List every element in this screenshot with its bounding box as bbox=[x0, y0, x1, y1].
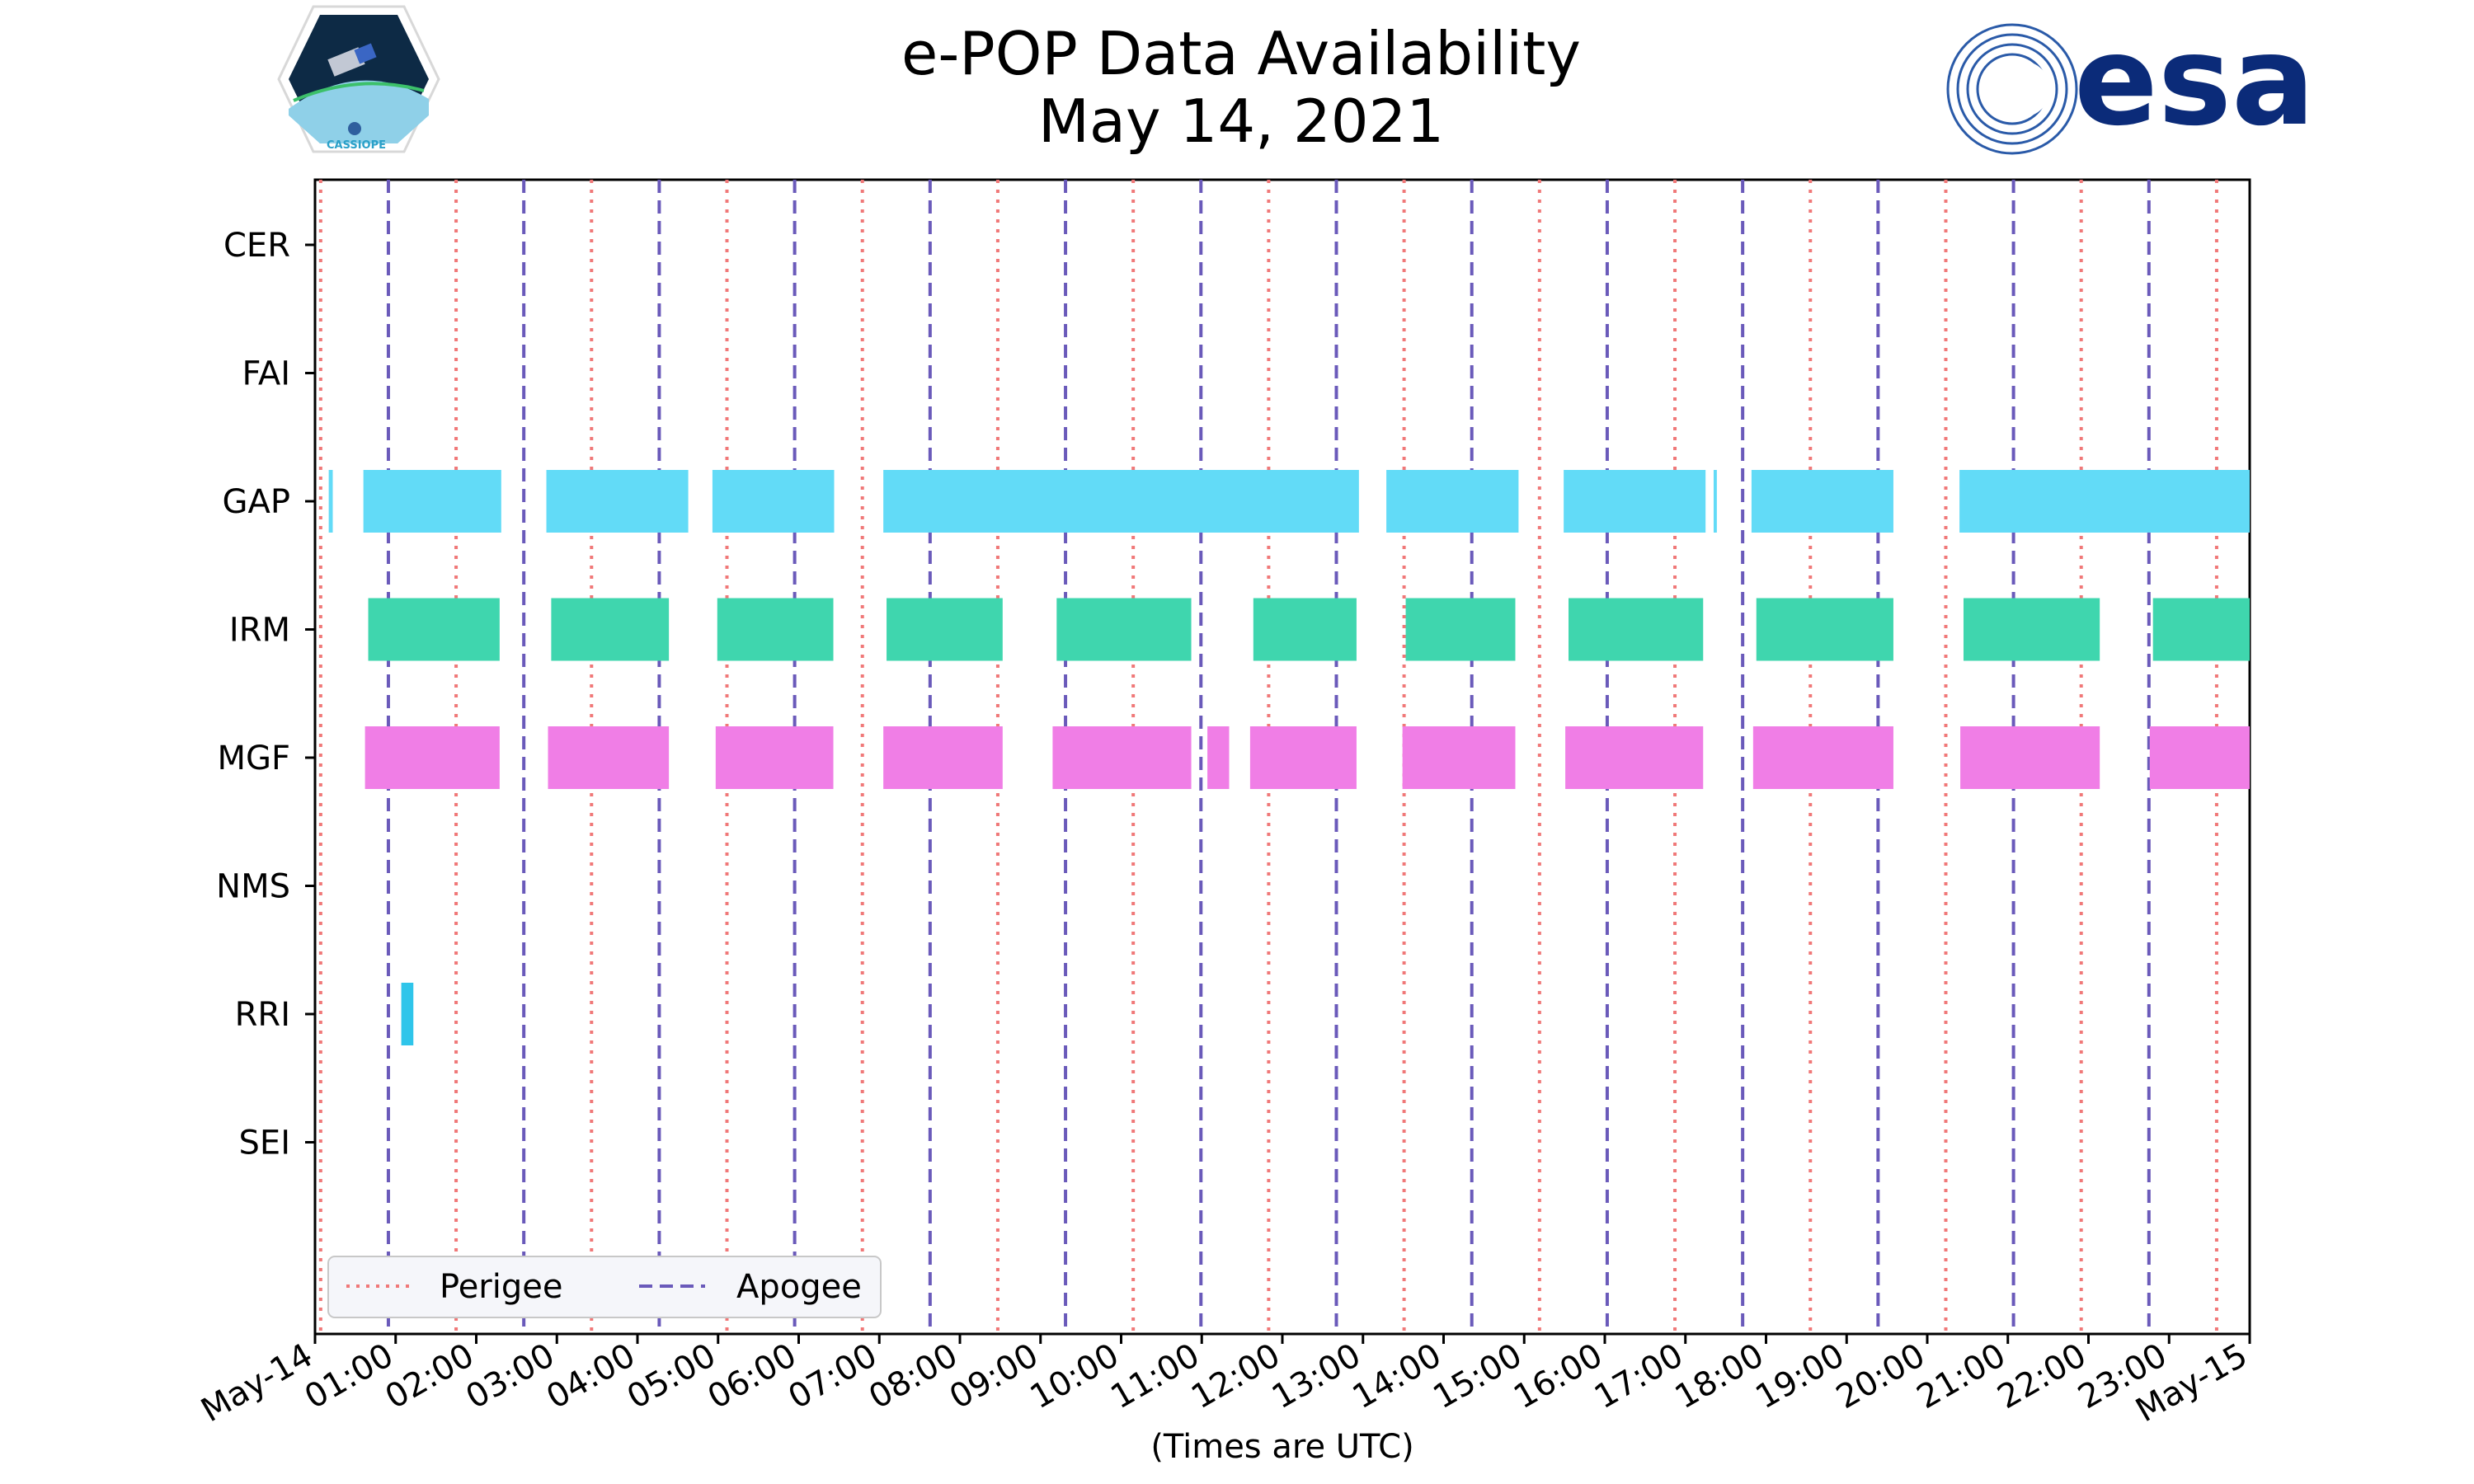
availability-bar-mgf bbox=[1752, 726, 1893, 789]
x-axis: May-1401:0002:0003:0004:0005:0006:0007:0… bbox=[195, 1334, 2254, 1430]
esa-wordmark: esa bbox=[2074, 10, 2315, 153]
cassiope-badge-text: CASSIOPE bbox=[327, 139, 386, 152]
y-tick-label: CER bbox=[223, 227, 290, 265]
x-tick-label: 05:00 bbox=[621, 1336, 722, 1416]
x-tick-label: 02:00 bbox=[379, 1336, 481, 1416]
availability-bar-irm bbox=[1253, 598, 1357, 661]
availability-bar-irm bbox=[1405, 598, 1516, 661]
x-tick-label: 17:00 bbox=[1588, 1336, 1690, 1416]
availability-bar-mgf bbox=[1402, 726, 1516, 789]
x-tick-label: 01:00 bbox=[299, 1336, 400, 1416]
availability-bar-irm bbox=[1756, 598, 1893, 661]
x-tick-label: 15:00 bbox=[1427, 1336, 1528, 1416]
x-axis-label: (Times are UTC) bbox=[1150, 1428, 1413, 1466]
availability-bar-gap bbox=[1959, 470, 2250, 533]
x-tick-label: 03:00 bbox=[459, 1336, 561, 1416]
y-tick-label: FAI bbox=[242, 355, 291, 393]
availability-bar-irm bbox=[887, 598, 1003, 661]
x-tick-label: 11:00 bbox=[1104, 1336, 1206, 1416]
y-tick-label: GAP bbox=[223, 483, 290, 521]
x-tick-label: 10:00 bbox=[1024, 1336, 1126, 1416]
x-tick-label: 08:00 bbox=[863, 1336, 964, 1416]
availability-bar-gap bbox=[1564, 470, 1706, 533]
y-tick-label: MGF bbox=[217, 740, 290, 777]
x-tick-label: 06:00 bbox=[702, 1336, 803, 1416]
x-tick-label: 12:00 bbox=[1185, 1336, 1286, 1416]
availability-bar-mgf bbox=[548, 726, 670, 789]
y-axis: CER FAI GAP IRM MGF NMS RRI SEI bbox=[216, 227, 315, 1162]
legend-perigee-label: Perigee bbox=[440, 1268, 562, 1306]
availability-bar-mgf bbox=[1960, 726, 2100, 789]
legend: Perigee Apogee bbox=[327, 1256, 882, 1318]
availability-bar-irm bbox=[2152, 598, 2250, 661]
availability-bar-mgf bbox=[715, 726, 834, 789]
plot-area: CER FAI GAP IRM MGF NMS RRI SEI May-1401:0002:0… bbox=[195, 178, 2254, 1430]
availability-bar-mgf bbox=[2149, 726, 2250, 789]
x-tick-label: 18:00 bbox=[1669, 1336, 1771, 1416]
x-tick-label: 07:00 bbox=[782, 1336, 883, 1416]
availability-bar-mgf bbox=[1249, 726, 1357, 789]
availability-bar-irm bbox=[551, 598, 670, 661]
x-tick-label: 20:00 bbox=[1830, 1336, 1931, 1416]
availability-bar-gap bbox=[1751, 470, 1893, 533]
availability-bar-gap bbox=[363, 470, 501, 533]
x-tick-label: 16:00 bbox=[1507, 1336, 1609, 1416]
availability-bar-mgf bbox=[1207, 726, 1230, 789]
availability-bar-rri bbox=[401, 983, 414, 1045]
x-tick-label: 22:00 bbox=[1992, 1336, 2093, 1416]
availability-bars bbox=[328, 470, 2250, 1045]
availability-bar-gap bbox=[883, 470, 1359, 533]
availability-bar-irm bbox=[1056, 598, 1192, 661]
availability-bar-gap bbox=[328, 470, 333, 533]
availability-bar-mgf bbox=[1052, 726, 1192, 789]
availability-bar-gap bbox=[712, 470, 835, 533]
availability-bar-irm bbox=[368, 598, 500, 661]
availability-bar-gap bbox=[1713, 470, 1717, 533]
cassiope-logo: CASSIOPE bbox=[277, 5, 440, 153]
y-tick-label: RRI bbox=[235, 996, 290, 1034]
x-tick-label: 21:00 bbox=[1911, 1336, 2012, 1416]
legend-box bbox=[327, 1256, 882, 1318]
esa-logo: esa bbox=[1946, 10, 2315, 155]
x-tick-label: 04:00 bbox=[540, 1336, 642, 1416]
chart-subtitle: May 14, 2021 bbox=[1038, 87, 1444, 156]
y-tick-label: SEI bbox=[239, 1125, 290, 1162]
x-tick-label: 14:00 bbox=[1347, 1336, 1448, 1416]
y-tick-label: NMS bbox=[216, 868, 290, 906]
availability-bar-gap bbox=[546, 470, 689, 533]
availability-bar-mgf bbox=[883, 726, 1003, 789]
y-tick-label: IRM bbox=[229, 612, 290, 650]
availability-bar-mgf bbox=[365, 726, 500, 789]
availability-bar-irm bbox=[1963, 598, 2100, 661]
x-tick-label: 19:00 bbox=[1749, 1336, 1851, 1416]
availability-bar-mgf bbox=[1565, 726, 1704, 789]
x-tick-label: 13:00 bbox=[1266, 1336, 1367, 1416]
x-tick-label: 09:00 bbox=[943, 1336, 1045, 1416]
availability-bar-irm bbox=[1569, 598, 1704, 661]
availability-bar-irm bbox=[717, 598, 834, 661]
chart-title: e-POP Data Availability bbox=[901, 19, 1581, 88]
legend-apogee-label: Apogee bbox=[736, 1268, 862, 1306]
availability-bar-gap bbox=[1386, 470, 1519, 533]
